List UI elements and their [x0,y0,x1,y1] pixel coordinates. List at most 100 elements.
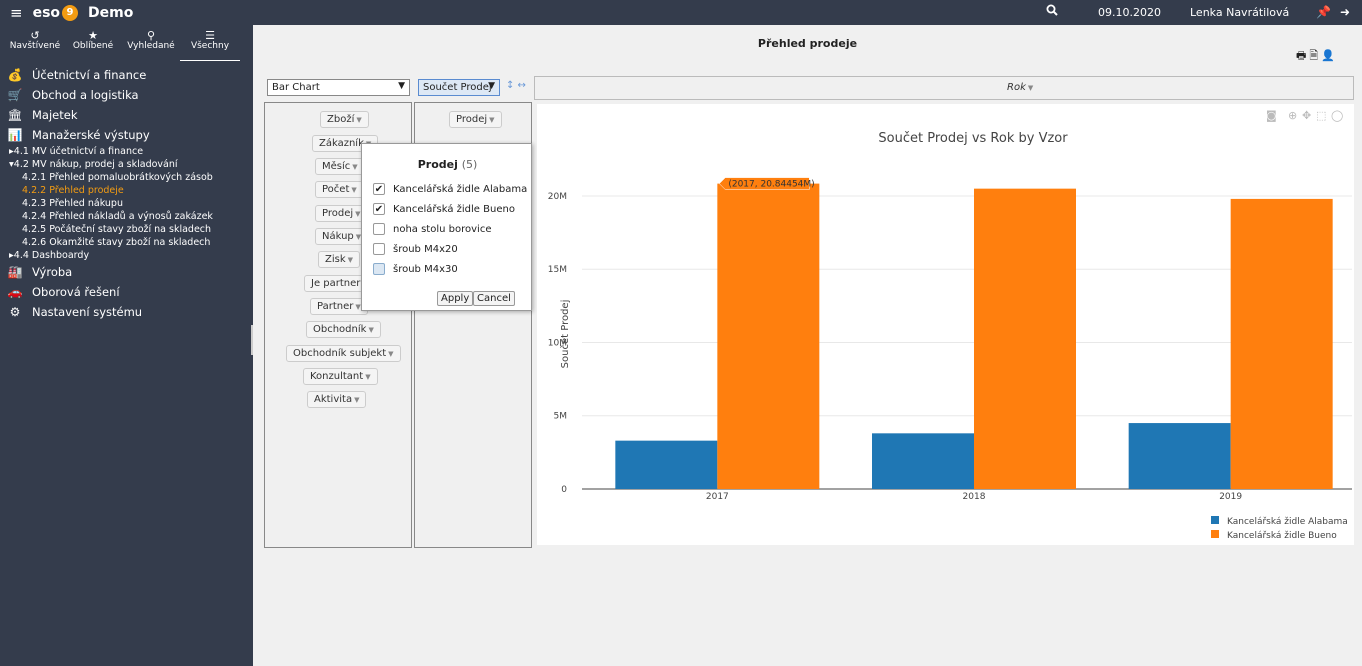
attr-partner[interactable]: Partner ▼ [310,298,368,315]
app-name: Demo [88,4,134,21]
top-bar: ≡ eso 9 Demo 09.10.2020 Lenka Navrátilová… [0,0,1362,25]
renderer-select[interactable]: Bar Chart ▼ [267,79,410,96]
hamburger-icon[interactable]: ≡ [10,3,23,22]
checkbox-checked[interactable]: ✔ [373,203,385,215]
row-attr-prodej[interactable]: Prodej ▼ [449,111,502,128]
hover-tooltip [718,177,810,190]
filter-item-noha[interactable]: noha stolu borovice [373,223,491,235]
filter-item-alabama[interactable]: ✔ Kancelářská židle Alabama [373,183,528,195]
car-icon: 🚗 [7,285,23,299]
cancel-button[interactable]: Cancel [473,291,515,306]
nav-ucetnictvi[interactable]: 💰 Účetnictví a finance [7,68,147,82]
filter-item-bueno[interactable]: ✔ Kancelářská židle Bueno [373,203,515,215]
zoom-icon[interactable]: ⊕ [1288,109,1297,122]
attr-mesic[interactable]: Měsíc ▼ [315,158,365,175]
print-icon[interactable]: 🖶 [1296,49,1310,62]
user-name[interactable]: Lenka Navrátilová [1190,6,1290,19]
nav-manazerske[interactable]: 📊 Manažerské výstupy [7,128,150,142]
aggregator-select[interactable]: Součet Prodej ▼ [418,79,500,96]
list-icon: ☰ [205,29,215,42]
attr-pocet[interactable]: Počet ▼ [315,181,364,198]
sort-order-icons[interactable]: ↕ ↔ [506,80,526,91]
logo: eso 9 [33,4,79,21]
gears-icon: ⚙ [9,305,21,319]
history-icon: ↺ [30,29,40,42]
bar-2018-0[interactable] [872,433,974,489]
nav-4-1[interactable]: ▸4.1 MV účetnictví a finance [9,146,144,157]
lasso-icon[interactable]: ◯ [1331,109,1343,122]
tab-vyhledane[interactable]: ⚲ Vyhledané [122,25,180,61]
tab-oblibene[interactable]: ★ Oblíbené [64,25,122,61]
nav-4-2-1[interactable]: 4.2.1 Přehled pomaluobrátkových zásob [22,172,213,183]
nav-4-2-5[interactable]: 4.2.5 Počáteční stavy zboží na skladech [22,224,212,235]
attr-zisk[interactable]: Zisk ▼ [318,251,361,268]
filter-item-sroub-m4x30[interactable]: šroub M4x30 [373,263,458,275]
nav-4-4[interactable]: ▸4.4 Dashboardy [9,250,90,261]
bar-2017-0[interactable] [615,440,718,489]
nav-vyroba[interactable]: 🏭 Výroba [7,265,73,279]
bar-2018-1[interactable] [974,188,1076,489]
pin-icon[interactable]: 📌 [1316,5,1331,19]
search-icon: ⚲ [146,29,156,42]
chart-icon: 📊 [7,128,23,142]
bar-2019-1[interactable] [1230,198,1333,489]
nav-4-2-3[interactable]: 4.2.3 Přehled nákupu [22,198,123,209]
star-icon: ★ [88,29,98,42]
search-icon[interactable] [1046,4,1058,19]
cart-icon: 🛒 [7,88,23,102]
chart-modebar: ◙ ⊕ ✥ ⬚ ◯ [1266,109,1343,122]
filter-popup: Prodej (5) ✔ Kancelářská židle Alabama ✔ K… [361,143,532,311]
filter-item-sroub-m4x20[interactable]: šroub M4x20 [373,243,458,255]
nav-majetek[interactable]: 🏛 Majetek [7,108,78,122]
col-attr-rok[interactable]: Rok ▼ [1007,82,1034,93]
pan-icon[interactable]: ✥ [1302,109,1311,122]
checkbox-unchecked[interactable] [373,243,385,255]
attr-prodej[interactable]: Prodej ▼ [315,205,368,222]
logout-icon[interactable]: ➜ [1340,5,1351,19]
pivot-cols-area[interactable]: Rok ▼ [534,76,1354,100]
select-box-icon[interactable]: ⬚ [1316,109,1326,122]
checkbox-unchecked[interactable] [373,263,385,275]
nav-4-2-6[interactable]: 4.2.6 Okamžité stavy zboží na skladech [22,237,211,248]
chart-svg: ◙ ⊕ ✥ ⬚ ◯ Součet Prodej vs Rok by Vzor 0… [548,109,1352,541]
bar-2019-0[interactable] [1128,423,1231,489]
camera-icon[interactable]: ◙ [1266,109,1277,122]
y-tick-label: 20M [548,192,567,202]
tab-navstivene[interactable]: ↺ Navštívené [6,25,64,61]
legend-entry[interactable]: Kancelářská židle Alabama [1227,517,1348,527]
y-tick-label: 5M [554,412,568,422]
attr-zbozi[interactable]: Zboží ▼ [320,111,369,128]
checkbox-checked[interactable]: ✔ [373,183,385,195]
attr-obchodnik[interactable]: Obchodník ▼ [306,321,381,338]
y-tick-label: 0 [561,485,567,495]
attr-aktivita[interactable]: Aktivita ▼ [307,391,367,408]
nav-nastaveni[interactable]: ⚙ Nastavení systému [0,302,253,322]
y-tick-label: 10M [548,338,567,348]
sidebar-tabs: ↺ Navštívené ★ Oblíbené ⚲ Vyhledané ☰ Všechn… [0,25,253,61]
legend-swatch [1211,516,1219,524]
legend-swatch [1211,530,1219,538]
legend-entry[interactable]: Kancelářská židle Bueno [1227,531,1337,541]
apply-button[interactable]: Apply [437,291,474,306]
chevron-down-icon: ▼ [488,81,495,91]
factory-icon: 🏭 [7,265,23,279]
attr-nakup[interactable]: Nákup ▼ [315,228,369,245]
sidebar: ↺ Navštívené ★ Oblíbené ⚲ Vyhledané ☰ Všechn… [0,25,253,666]
bar-2017-1[interactable] [717,183,820,489]
page-title: Přehled prodeje [757,37,858,50]
checkbox-unchecked[interactable] [373,223,385,235]
tab-vsechny[interactable]: ☰ Všechny [180,25,240,61]
sidebar-resize-handle[interactable] [251,325,253,355]
money-bag-icon: 💰 [7,68,23,82]
nav-4-2-2[interactable]: 4.2.2 Přehled prodeje [22,185,124,196]
nav-4-2[interactable]: ▾4.2 MV nákup, prodej a skladování [9,159,178,170]
hover-tooltip-text: (2017, 20.84454M) [728,180,814,190]
nav-oborova[interactable]: 🚗 Oborová řešení [7,285,120,299]
y-axis-label: Součet Prodej [559,300,571,369]
nav-obchod[interactable]: 🛒 Obchod a logistika [7,88,139,102]
attr-konzultant[interactable]: Konzultant ▼ [303,368,378,385]
user-settings-icon[interactable]: 👤 [1321,49,1338,62]
attr-obchodnik-subjekt[interactable]: Obchodník subjekt ▼ [286,345,401,362]
nav-4-2-4[interactable]: 4.2.4 Přehled nákladů a výnosů zakázek [22,211,213,222]
export-icon[interactable]: 🗎 [1309,49,1322,62]
